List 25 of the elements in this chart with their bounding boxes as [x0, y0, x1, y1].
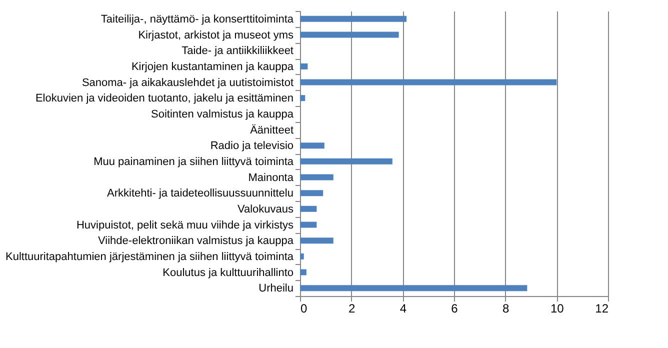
x-tick-label: 12 [595, 302, 609, 316]
y-tick-label: Koulutus ja kulttuurihallinto [162, 266, 294, 279]
x-tick-label: 2 [348, 302, 356, 316]
x-tick-label: 8 [502, 302, 510, 316]
y-tick-label: Äänitteet [250, 123, 294, 136]
x-tick-label: 4 [400, 302, 407, 316]
y-tick-label: Arkkitehti- ja taideteollisuussuunnittelu [107, 188, 294, 200]
y-tick-label: Radio ja televisio [210, 140, 294, 152]
x-tick-label: 0 [300, 302, 308, 316]
y-tick-label: Urheilu [258, 282, 294, 295]
y-tick-label: Elokuvien ja videoiden tuotanto, jakelu ja esittäminen [35, 92, 294, 105]
y-tick-label: Mainonta [248, 172, 294, 184]
y-tick-label: Kirjastot, arkistot ja museot yms [138, 29, 294, 42]
y-tick-label: Viihde-elektroniikan valmistus ja kauppa [98, 235, 294, 248]
x-tick-label: 10 [550, 302, 564, 316]
y-tick-label: Soitinten valmistus ja kauppa [151, 108, 294, 120]
y-tick-label: Valokuvaus [237, 203, 294, 216]
y-tick-label: Taide- ja antiikkiliikkeet [182, 45, 294, 58]
y-tick-label: Kulttuuritapahtumien järjestäminen ja siihen liittyvä toiminta [6, 250, 294, 263]
y-tick-label: Taiteilija-, näyttämö- ja konserttitoiminta [100, 13, 294, 26]
y-tick-label: Kirjojen kustantaminen ja kauppa [131, 60, 294, 73]
y-tick-label: Muu painaminen ja siihen liittyvä toiminta [94, 156, 294, 168]
y-tick-label: Huvipuistot, pelit sekä muu viihde ja virkistys [76, 219, 294, 232]
y-tick-label: Sanoma- ja aikakauslehdet ja uutistoimistot [82, 76, 294, 89]
x-tick-label: 6 [451, 302, 458, 316]
